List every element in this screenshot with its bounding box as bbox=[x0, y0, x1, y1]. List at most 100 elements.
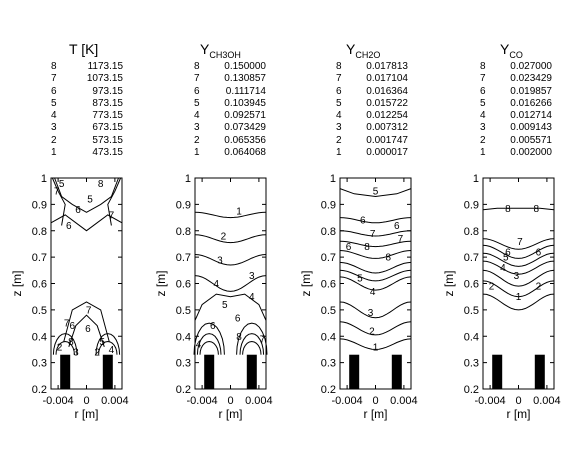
contour-label: 4 bbox=[214, 279, 220, 290]
contour-line bbox=[482, 207, 555, 211]
legend-level: 6 bbox=[480, 85, 486, 97]
legend-level: 7 bbox=[194, 73, 200, 85]
legend-value: 0.012714 bbox=[510, 110, 552, 122]
legend-value: 0.016364 bbox=[366, 85, 408, 97]
legend-row: 1 473.15 bbox=[51, 147, 123, 159]
legend-value: 0.103945 bbox=[224, 97, 266, 109]
legend-value: 0.111714 bbox=[225, 85, 266, 97]
contour-label: 6 bbox=[394, 221, 400, 232]
legend-row: 2 0.065356 bbox=[194, 135, 266, 147]
legend-level: 5 bbox=[194, 97, 200, 109]
contour-loop bbox=[199, 340, 219, 355]
legend-level: 6 bbox=[336, 85, 342, 97]
z-tick-label: 0.9 bbox=[321, 199, 336, 211]
z-tick-label: 0.4 bbox=[176, 331, 191, 343]
injector-bar bbox=[204, 354, 215, 389]
legend-level: 4 bbox=[480, 110, 486, 122]
legend-level: 2 bbox=[194, 134, 200, 146]
z-tick-label: 0.4 bbox=[32, 331, 47, 343]
contour-line bbox=[51, 177, 66, 226]
contour-label: 8 bbox=[68, 337, 74, 348]
panel-title-CO: YCO bbox=[500, 41, 523, 60]
z-tick-label: 0.8 bbox=[464, 226, 479, 238]
contour-label: 5 bbox=[503, 253, 509, 264]
legend-value: 473.15 bbox=[92, 147, 123, 159]
title-sub: CO bbox=[509, 50, 523, 60]
z-tick-label: 0.7 bbox=[32, 252, 47, 264]
r-tick-label: -0.004 bbox=[186, 395, 217, 407]
legend-row: 7 0.130857 bbox=[194, 73, 266, 85]
contour-label: 7 bbox=[260, 334, 266, 345]
z-tick-label: 0.8 bbox=[321, 226, 336, 238]
contour-label: 5 bbox=[357, 274, 363, 285]
legend-row: 3 0.009143 bbox=[480, 122, 552, 134]
legend-row: 8 0.017813 bbox=[336, 61, 408, 73]
contour-loop bbox=[98, 340, 118, 355]
contour-label: 8 bbox=[98, 179, 104, 190]
injector-bar bbox=[349, 354, 360, 389]
r-axis-label: r [m] bbox=[75, 407, 99, 421]
legend-row: 4 0.012254 bbox=[336, 110, 408, 122]
contour-label: 8 bbox=[505, 204, 511, 215]
contour-label: 5 bbox=[99, 337, 105, 348]
legend-value: 1073.15 bbox=[86, 73, 123, 85]
legend-level: 3 bbox=[51, 122, 57, 134]
contour-line bbox=[339, 301, 412, 319]
title-sub: CH2O bbox=[355, 50, 381, 60]
legend-level: 3 bbox=[480, 122, 486, 134]
contour-label: 7 bbox=[517, 237, 523, 248]
legend-row: 2 0.001747 bbox=[336, 135, 408, 147]
legend-value: 0.012254 bbox=[366, 110, 408, 122]
z-tick-label: 0.9 bbox=[32, 199, 47, 211]
legend-level: 8 bbox=[480, 61, 486, 72]
contour-line bbox=[107, 177, 122, 226]
contour-label: 3 bbox=[217, 255, 223, 266]
legend-level: 6 bbox=[194, 85, 200, 97]
legend-value: 0.017104 bbox=[366, 73, 408, 85]
contour-label: 5 bbox=[59, 179, 65, 190]
contour-line bbox=[194, 293, 267, 321]
legend-value: 0.064068 bbox=[224, 147, 266, 159]
z-tick-label: 0.2 bbox=[321, 384, 336, 396]
legend-row: 7 0.023429 bbox=[480, 73, 552, 85]
title-sub: CH3OH bbox=[209, 50, 241, 60]
legend-value: 0.016266 bbox=[510, 97, 552, 109]
injector-bar bbox=[102, 354, 113, 389]
contour-label: 3 bbox=[249, 271, 255, 282]
z-tick-label: 0.2 bbox=[464, 384, 479, 396]
legend-row: 7 1073.15 bbox=[51, 73, 123, 85]
contour-label: 6 bbox=[66, 221, 72, 232]
legend-value: 0.150000 bbox=[224, 61, 266, 72]
legend-row: 3 673.15 bbox=[51, 122, 123, 134]
contour-line bbox=[339, 276, 412, 291]
contour-line bbox=[482, 293, 555, 311]
injector-bar bbox=[60, 354, 71, 389]
z-tick-label: 0.5 bbox=[32, 305, 47, 317]
legend-level: 2 bbox=[51, 134, 57, 146]
contour-label: 4 bbox=[196, 340, 202, 351]
r-axis-label: r [m] bbox=[364, 407, 388, 421]
legend-value: 0.073429 bbox=[224, 122, 266, 134]
legend-row: 1 0.000017 bbox=[336, 147, 408, 159]
legend-value: 673.15 bbox=[92, 122, 123, 134]
legend-level: 1 bbox=[480, 147, 486, 159]
z-tick-label: 0.3 bbox=[321, 358, 336, 370]
contour-line bbox=[339, 321, 412, 336]
z-tick-label: 1 bbox=[330, 173, 336, 185]
legend-level: 8 bbox=[51, 61, 57, 72]
injector-bar bbox=[534, 354, 545, 389]
contour-label: 8 bbox=[364, 242, 370, 253]
title-main: Y bbox=[346, 41, 356, 57]
contour-label: 1 bbox=[516, 292, 522, 303]
z-tick-label: 0.9 bbox=[176, 199, 191, 211]
injector-bar bbox=[246, 354, 257, 389]
legend-level: 7 bbox=[51, 73, 57, 85]
contour-line bbox=[339, 250, 412, 259]
legend-level: 4 bbox=[194, 110, 200, 122]
z-tick-label: 0.7 bbox=[321, 252, 336, 264]
title-main: T [K] bbox=[69, 41, 99, 57]
contour-label: 6 bbox=[536, 247, 542, 258]
title-main: Y bbox=[500, 41, 510, 57]
